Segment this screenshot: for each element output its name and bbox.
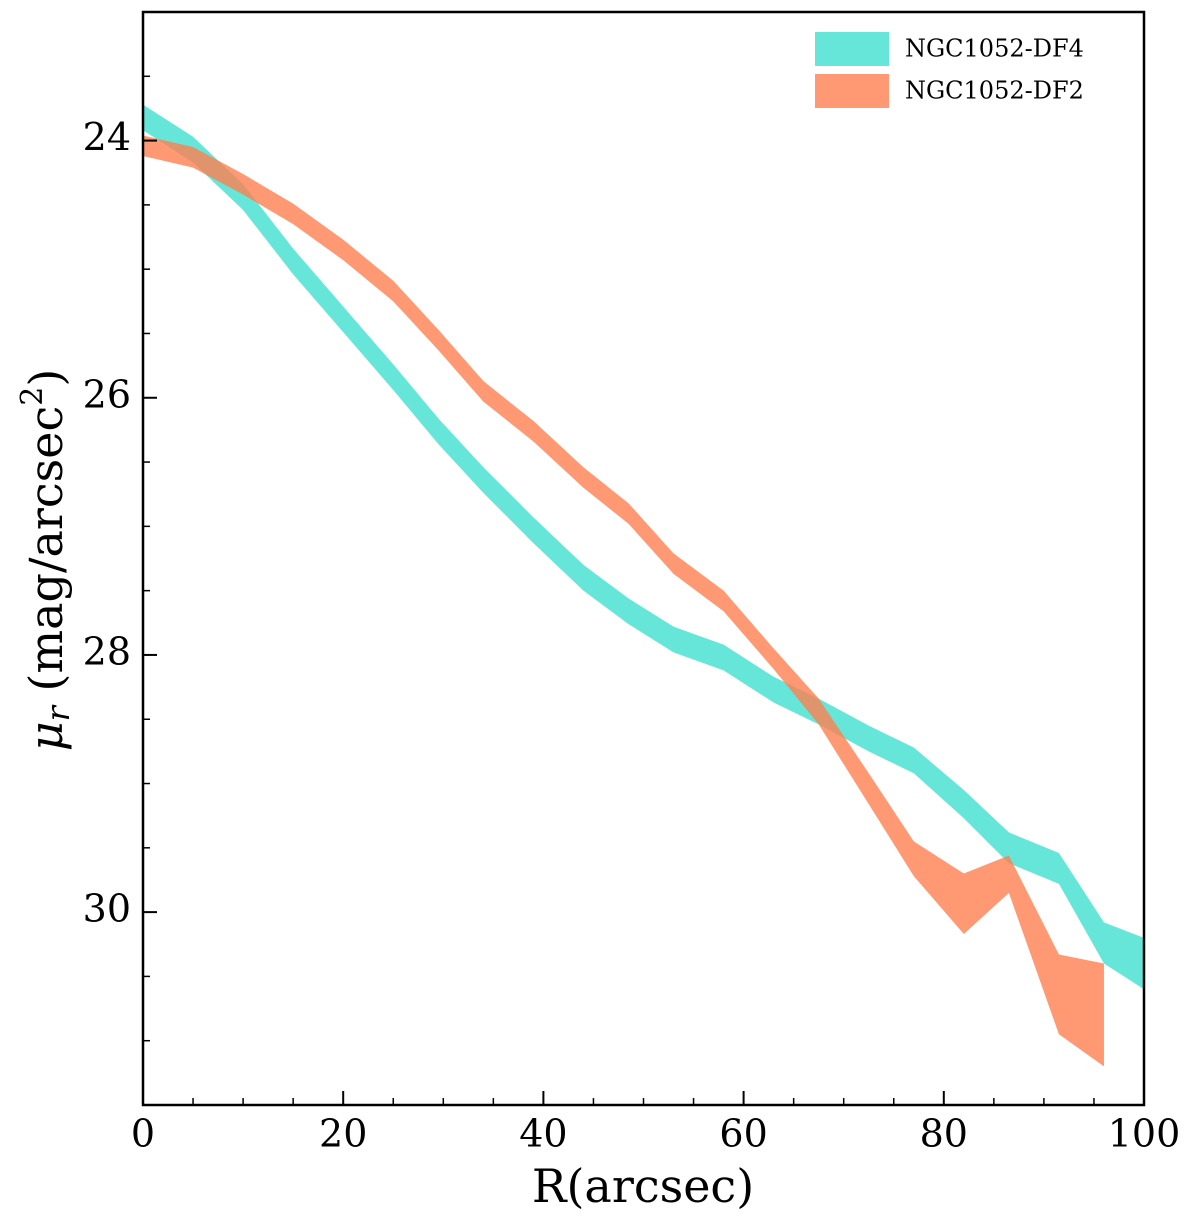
x-tick-label: 60	[719, 1112, 767, 1156]
y-label-symbol: μ	[19, 721, 73, 751]
legend-label: NGC1052-DF2	[905, 77, 1084, 105]
y-tick-label: 24	[83, 115, 131, 159]
x-tick-label: 20	[319, 1112, 367, 1156]
y-tick-label: 28	[83, 629, 131, 673]
legend-label: NGC1052-DF4	[905, 35, 1084, 63]
y-label-close: )	[19, 369, 73, 387]
y-label-text: (mag/arcsec	[19, 406, 73, 706]
y-tick-label: 26	[83, 372, 131, 416]
band-area	[143, 104, 1144, 990]
x-tick-label: 80	[920, 1112, 968, 1156]
y-axis-label: μr (mag/arcsec2)	[15, 369, 77, 752]
x-tick-label: 40	[519, 1112, 567, 1156]
x-tick-label: 100	[1108, 1112, 1181, 1156]
legend-swatch	[815, 74, 889, 108]
plot-frame	[141, 10, 1146, 1107]
y-label-subscript: r	[39, 704, 77, 721]
y-tick-label: 30	[83, 887, 131, 931]
x-axis-label: R(arcsec)	[532, 1159, 754, 1213]
y-label-superscript: 2	[15, 387, 50, 406]
x-tick-label: 0	[131, 1112, 155, 1156]
legend-swatch	[815, 32, 889, 66]
